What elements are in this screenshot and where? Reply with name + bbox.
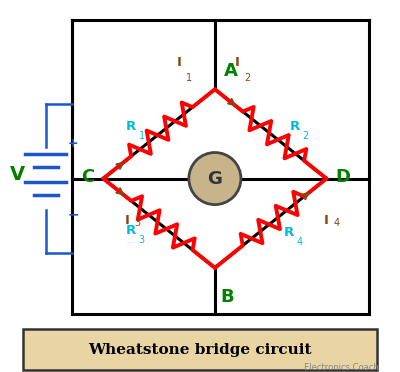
- Text: 3: 3: [134, 218, 140, 228]
- Text: V: V: [10, 165, 25, 185]
- Text: C: C: [81, 168, 94, 186]
- Text: R: R: [284, 226, 294, 239]
- FancyBboxPatch shape: [23, 329, 377, 370]
- Text: 3: 3: [139, 235, 145, 245]
- Text: Electronics Coach: Electronics Coach: [304, 363, 378, 372]
- Text: R: R: [126, 120, 136, 133]
- Text: B: B: [220, 288, 234, 306]
- Text: 1: 1: [186, 73, 192, 83]
- Text: R: R: [290, 120, 300, 133]
- Circle shape: [189, 153, 241, 205]
- Text: A: A: [224, 62, 238, 80]
- Text: Wheatstone bridge circuit: Wheatstone bridge circuit: [88, 343, 312, 357]
- Text: G: G: [208, 170, 222, 187]
- Text: I: I: [235, 56, 240, 69]
- Text: 2: 2: [244, 73, 250, 83]
- Text: R: R: [126, 224, 136, 237]
- Text: +: +: [67, 137, 78, 150]
- Text: D: D: [336, 168, 351, 186]
- Text: 4: 4: [333, 218, 339, 228]
- Text: I: I: [125, 214, 130, 227]
- Text: 1: 1: [139, 131, 145, 141]
- Text: 4: 4: [297, 237, 303, 247]
- Text: −: −: [67, 207, 79, 221]
- Text: I: I: [324, 214, 329, 227]
- Text: 2: 2: [302, 131, 308, 141]
- Text: I: I: [177, 56, 182, 69]
